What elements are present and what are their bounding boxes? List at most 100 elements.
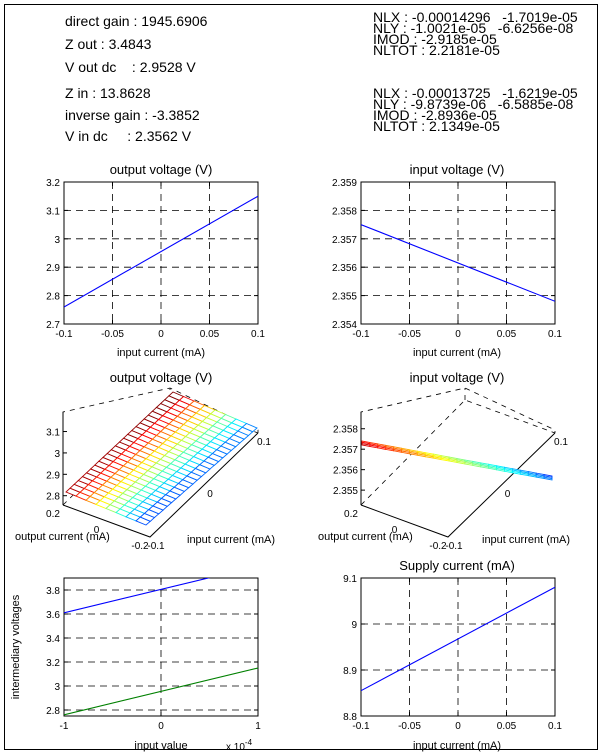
ticks: -0.1 -0.05 0 0.05 0.1 8.8 8.9 9 9.1	[343, 574, 562, 732]
ticks: 2.355 2.356 2.357 2.358 0.2 0 -0.2-0.1 0 0.1	[333, 425, 568, 552]
y-tick-label: 3.1	[46, 206, 60, 217]
stat-z-in: Z in : 13.8628	[65, 85, 151, 101]
ticks: -0.1 -0.05 0 0.05 0.1 2.7 2.8 2.9 3 3.1 3.2	[46, 178, 265, 340]
chart-output-voltage-surface-xlabel: input current (mA)	[187, 534, 275, 546]
x-tick-label: 0.1	[554, 437, 568, 448]
y-tick-label: 9.1	[343, 574, 357, 585]
chart-input-voltage-surface-xlabel: input current (mA)	[482, 534, 570, 546]
y-tick-label: 0	[392, 525, 398, 536]
chart-intermediary-voltages-xlabel: input value	[134, 740, 187, 752]
surface-mesh	[361, 440, 553, 481]
x-tick-label: -0.05	[398, 329, 421, 340]
series-line-1	[64, 667, 258, 716]
3d-box	[360, 387, 556, 538]
box-floor-back	[360, 399, 556, 506]
nl-output-nltot: NLTOT : 2.2181e-05	[373, 42, 500, 58]
y-tick-label: 3.2	[46, 178, 60, 189]
chart-output-voltage-surface-title: output voltage (V)	[110, 370, 213, 385]
chart-input-voltage-surface: input voltage (V) 2.355 2.356 2.357 2.358 0.…	[318, 370, 570, 552]
x-tick-label: -1	[60, 721, 69, 732]
series	[64, 578, 258, 716]
nl-output-imod: IMOD : -2.9185e-05	[373, 31, 497, 47]
y-tick-label: 0	[94, 525, 100, 536]
x-multiplier-base: x 10	[226, 742, 245, 753]
chart-intermediary-voltages-ylabel: intermediary voltages	[10, 594, 22, 699]
y-tick-label: 2.356	[332, 263, 357, 274]
plot-area	[63, 577, 259, 717]
chart-intermediary-voltages: -1 0 1 2.8 3 3.2 3.4 3.6 3.8 intermediary voltag…	[10, 577, 261, 753]
y-tick-label: 2.358	[332, 206, 357, 217]
plot-area	[360, 577, 556, 717]
series-line-0	[361, 224, 555, 302]
z-tick-label: 3.1	[46, 428, 60, 439]
chart-output-voltage: output voltage (V) -0.1 -0.05 0 0.05 0.1 2.7 2…	[46, 162, 265, 359]
z-tick-label: 2.357	[333, 445, 358, 456]
stat-direct-gain: direct gain : 1945.6906	[65, 13, 208, 29]
box-floor-front	[62, 432, 259, 538]
x-multiplier-exp: -4	[245, 738, 253, 747]
y-tick-label: -0.2	[429, 541, 447, 552]
nl-input-imod: IMOD : -2.8936e-05	[373, 107, 497, 123]
x-tick-label: 0	[505, 489, 511, 500]
nl-output-nly: NLY : -1.0021e-05 -6.6256e-08	[373, 20, 574, 36]
chart-supply-current-xlabel: input current (mA)	[413, 740, 501, 752]
x-tick-label: 0.05	[497, 329, 517, 340]
y-tick-label: 9	[351, 620, 357, 631]
z-tick-label: 2.356	[333, 466, 358, 477]
chart-supply-current: Supply current (mA) -0.1 -0.05 0 0.05 0.1 8.8…	[343, 558, 562, 752]
chart-output-voltage-surface-ylabel: output current (mA)	[15, 531, 110, 543]
nl-input-nly: NLY : -9.8739e-06 -6.5885e-08	[373, 96, 574, 112]
y-tick-label: 2.9	[46, 263, 60, 274]
surface-mesh	[65, 391, 258, 526]
grid-lines	[361, 578, 555, 716]
y-tick-label: 2.354	[332, 320, 357, 331]
z-tick-label: 2.358	[333, 425, 358, 436]
chart-input-voltage-title: input voltage (V)	[410, 162, 505, 177]
nl-output-nlx: NLX : -0.00014296 -1.7019e-05	[373, 9, 578, 25]
series	[361, 224, 555, 302]
x-tick-label: 0	[455, 329, 461, 340]
y-tick-label: 8.9	[343, 666, 357, 677]
x-tick-label: -0.1	[352, 329, 370, 340]
y-tick-label: 3	[54, 682, 60, 693]
series	[64, 195, 258, 308]
x-tick-label: 0.1	[548, 329, 562, 340]
stat-v-out-dc: V out dc : 2.9528 V	[65, 59, 196, 75]
stat-z-out: Z out : 3.4843	[65, 36, 152, 52]
x-tick-label: 0	[158, 329, 164, 340]
z-tick-label: 2.355	[333, 486, 358, 497]
x-tick-label: 0.1	[251, 329, 265, 340]
y-tick-label: -0.2	[131, 541, 149, 552]
y-tick-label: 0.2	[344, 509, 358, 520]
series	[361, 586, 555, 692]
y-tick-label: 2.8	[46, 292, 60, 303]
figure-frame	[4, 4, 598, 750]
series-line-0	[64, 578, 211, 614]
x-tick-label: -0.1	[55, 329, 73, 340]
y-tick-label: 2.8	[46, 706, 60, 717]
stat-v-in-dc: V in dc : 2.3562 V	[65, 128, 192, 144]
chart-output-voltage-xlabel: input current (mA)	[117, 347, 205, 359]
ticks: -1 0 1 2.8 3 3.2 3.4 3.6 3.8	[46, 578, 261, 732]
chart-output-voltage-surface: output voltage (V) 2.8 2.9 3 3.1 0.2 0 -0.2-0.…	[15, 370, 275, 552]
x-multiplier: x 10-4	[226, 738, 253, 753]
stat-inverse-gain: inverse gain : -3.3852	[65, 107, 200, 123]
y-tick-label: 8.8	[343, 712, 357, 723]
z-tick-label: 2.8	[46, 492, 60, 503]
y-tick-label: 2.355	[332, 292, 357, 303]
x-tick-label: 0.05	[200, 329, 220, 340]
x-tick-label: -0.05	[398, 721, 421, 732]
x-tick-label: 1	[255, 721, 261, 732]
nl-input-nlx: NLX : -0.00013725 -1.6219e-05	[373, 85, 578, 101]
y-tick-label: 3.4	[46, 634, 60, 645]
y-tick-label: 0.2	[46, 509, 60, 520]
z-tick-label: 2.9	[46, 470, 60, 481]
nl-input-nltot: NLTOT : 2.1349e-05	[373, 118, 500, 134]
z-tick-label: 3	[54, 449, 60, 460]
y-tick-label: 3.6	[46, 610, 60, 621]
x-tick-label: -0.1	[147, 541, 165, 552]
series-line-0	[361, 586, 555, 692]
ticks: 2.8 2.9 3 3.1 0.2 0 -0.2-0.1 0 0.1	[46, 428, 271, 552]
y-tick-label: 3.2	[46, 658, 60, 669]
y-tick-label: 2.359	[332, 178, 357, 189]
